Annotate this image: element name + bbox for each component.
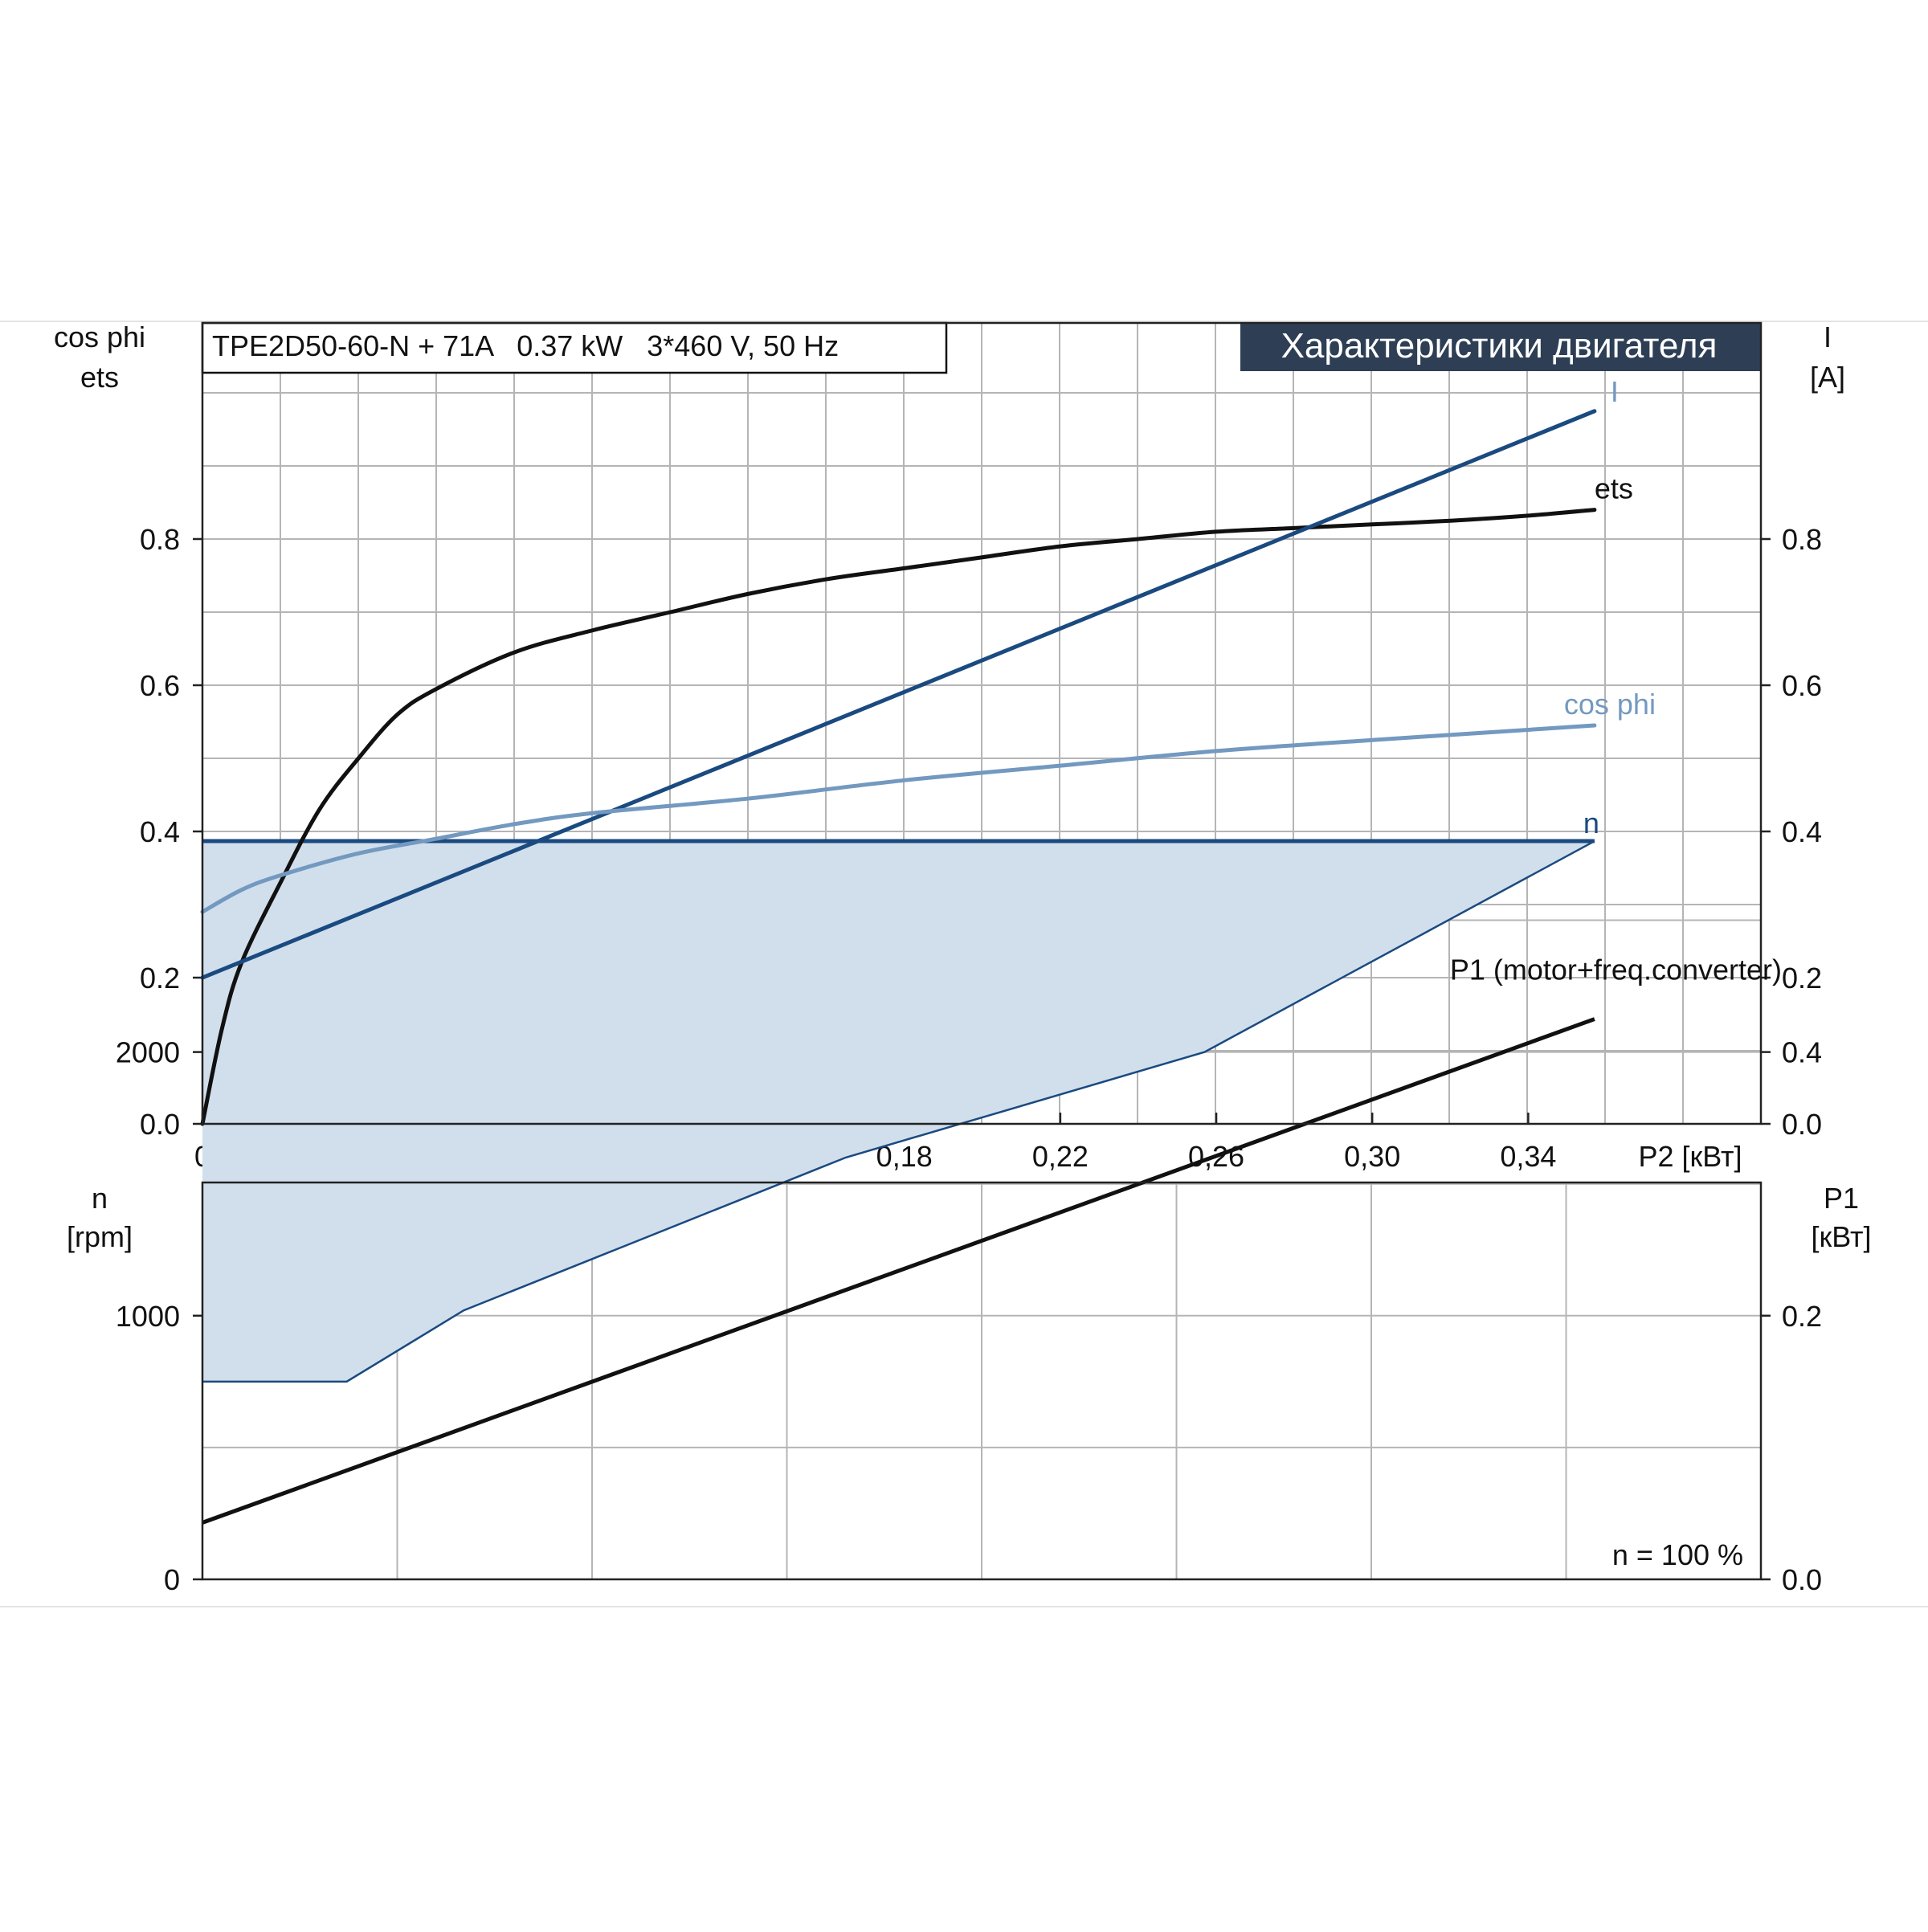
top-series (200, 409, 1597, 1126)
current-series-label: I (1611, 375, 1619, 408)
p1-tick-label: 0.4 (1782, 1036, 1822, 1069)
model-text: TPE2D50-60-N + 71A 0.37 kW 3*460 V, 50 H… (212, 329, 839, 362)
p1-series-label: P1 (motor+freq.converter) (1450, 953, 1782, 986)
n-tick-label: 0 (164, 1563, 180, 1596)
n-min-line (202, 839, 1595, 1383)
title-text: Характеристики двигателя (1281, 326, 1718, 366)
y-left-tick-label: 0.4 (140, 815, 180, 848)
top-plot-frame (201, 321, 1763, 1125)
cos-phi-line (200, 723, 1597, 914)
y-right-tick-label: 0.6 (1782, 669, 1822, 702)
y-right-tick-label: 0.2 (1782, 962, 1822, 995)
y-right-label-line2: [A] (1810, 361, 1845, 394)
y-left-tick-label: 0.8 (140, 523, 180, 556)
y-left-tick-label: 0.0 (140, 1108, 180, 1141)
y-left-tick-label: 0.6 (140, 669, 180, 702)
y-right-tick-label: 0.8 (1782, 523, 1822, 556)
p1-line (202, 1017, 1595, 1525)
p1-tick-label: 0.0 (1782, 1563, 1822, 1596)
y-left-label-line2: ets (80, 361, 119, 394)
current-line (200, 409, 1597, 980)
n-tick-label: 2000 (116, 1036, 180, 1069)
ets-series-label: ets (1595, 472, 1633, 505)
p1-label-line2: [кВт] (1811, 1220, 1871, 1253)
x-tick-label: 0,34 (1500, 1140, 1556, 1173)
p1-label-line1: P1 (1824, 1182, 1859, 1215)
x-axis-label: P2 [кВт] (1638, 1140, 1742, 1173)
p1-tick-label: 0.2 (1782, 1300, 1822, 1333)
cos-phi-series-label: cos phi (1564, 688, 1656, 721)
title-box (1240, 323, 1761, 371)
ets-line (200, 508, 1597, 1126)
speed-range-area (202, 841, 1595, 1382)
y-right-tick-label: 0.0 (1782, 1108, 1822, 1141)
y-left-label-line1: cos phi (54, 321, 145, 353)
x-tick-label: 0,22 (1032, 1140, 1089, 1173)
n-label-line2: [rpm] (67, 1220, 133, 1253)
speed-annotation: n = 100 % (1612, 1538, 1743, 1571)
bottom-plot-frame (201, 1181, 1763, 1581)
n-series-label: n (1583, 807, 1599, 839)
y-left-tick-label: 0.2 (140, 962, 180, 995)
y-right-label-line1: I (1824, 321, 1832, 353)
n-label-line1: n (92, 1182, 108, 1215)
x-tick-label: 0,30 (1344, 1140, 1400, 1173)
y-right-tick-label: 0.4 (1782, 815, 1822, 848)
n-tick-label: 1000 (116, 1300, 180, 1333)
